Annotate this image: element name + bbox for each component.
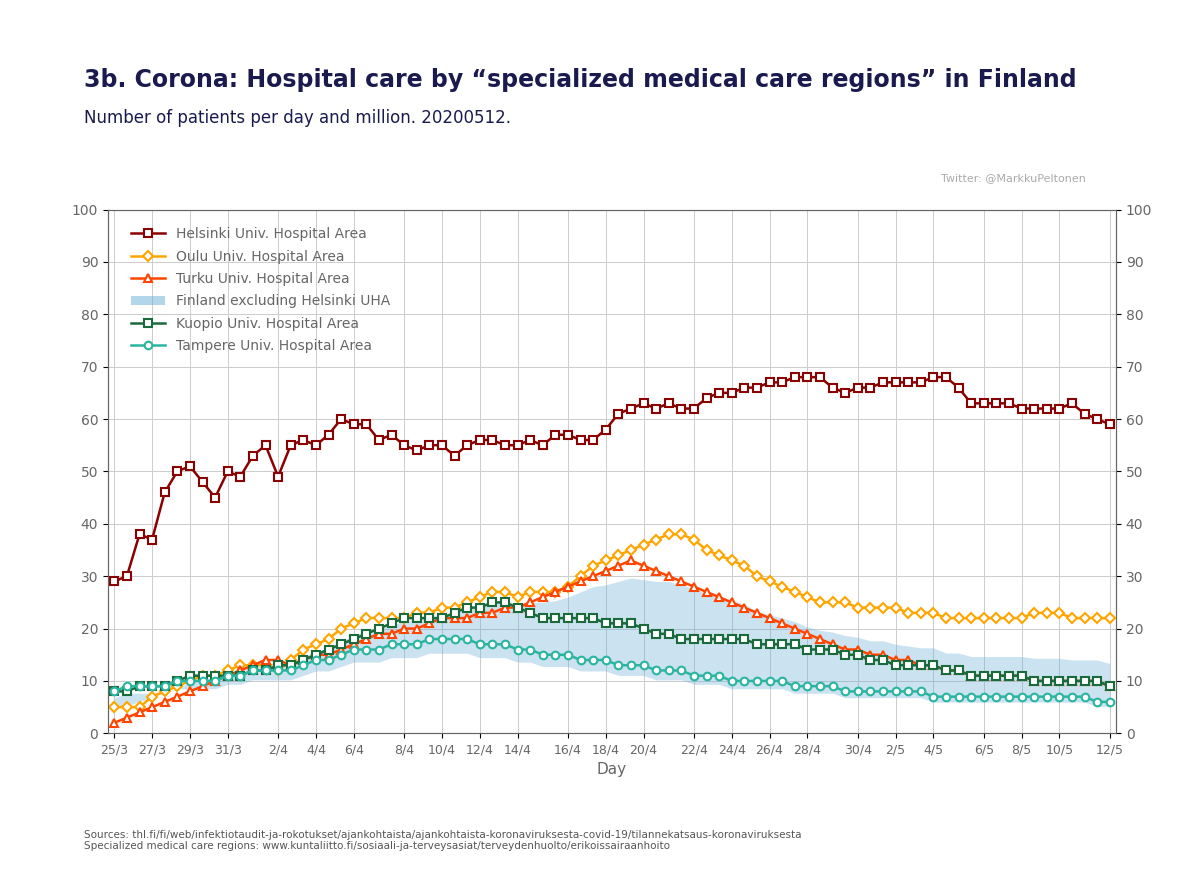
Text: Number of patients per day and million. 20200512.: Number of patients per day and million. … — [84, 108, 511, 127]
X-axis label: Day: Day — [596, 761, 628, 777]
Text: Sources: thl.fi/fi/web/infektiotaudit-ja-rokotukset/ajankohtaista/ajankohtaista-: Sources: thl.fi/fi/web/infektiotaudit-ja… — [84, 829, 802, 851]
Text: 3b. Corona: Hospital care by “specialized medical care regions” in Finland: 3b. Corona: Hospital care by “specialize… — [84, 68, 1076, 92]
Text: Twitter: @MarkkuPeltonen: Twitter: @MarkkuPeltonen — [941, 174, 1086, 183]
Legend: Helsinki Univ. Hospital Area, Oulu Univ. Hospital Area, Turku Univ. Hospital Are: Helsinki Univ. Hospital Area, Oulu Univ.… — [125, 222, 396, 359]
